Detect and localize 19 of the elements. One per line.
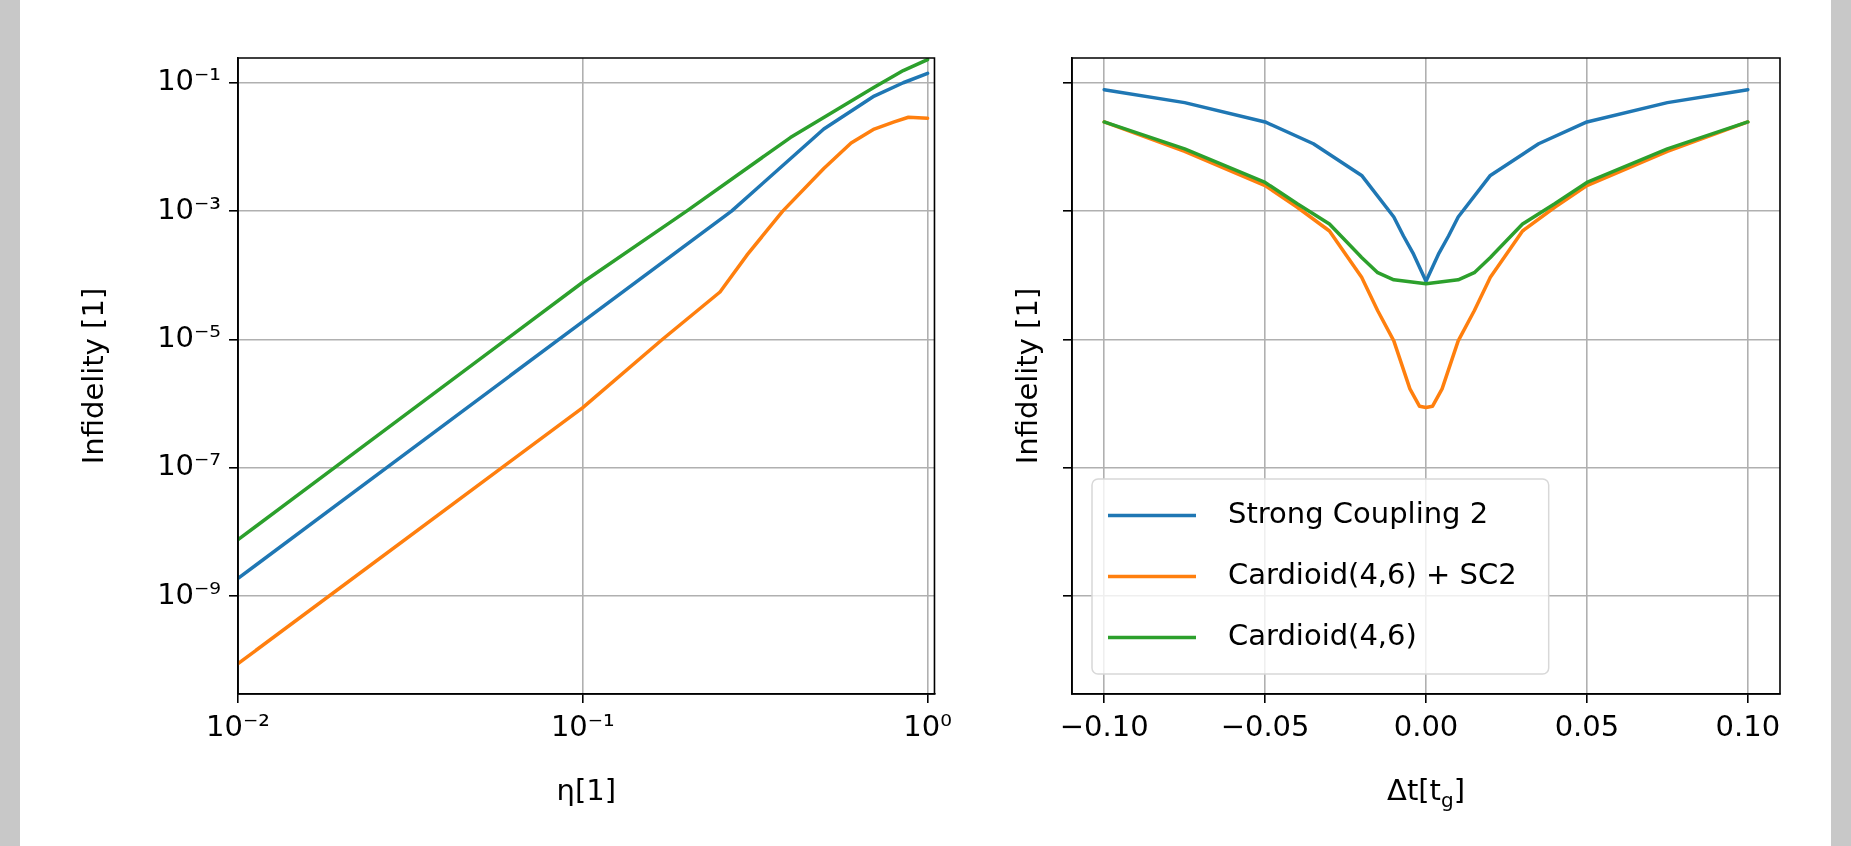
legend-label: Strong Coupling 2 bbox=[1228, 496, 1489, 531]
x-tick-label: 10⁰ bbox=[903, 708, 952, 743]
x-tick-label: 0.05 bbox=[1554, 708, 1620, 743]
x-tick-label: 10⁻² bbox=[206, 708, 270, 743]
x-tick-label: 0.00 bbox=[1393, 708, 1459, 743]
y-tick-label: 10⁻⁷ bbox=[157, 448, 221, 483]
legend-label: Cardioid(4,6) + SC2 bbox=[1228, 557, 1517, 592]
x-tick-label: 0.10 bbox=[1715, 708, 1781, 743]
y-axis-title: Infidelity [1] bbox=[75, 287, 110, 465]
y-tick-label: 10⁻⁹ bbox=[157, 576, 221, 611]
y-tick-label: 10⁻³ bbox=[157, 191, 221, 226]
y-axis-title: Infidelity [1] bbox=[1009, 287, 1044, 465]
y-tick-label: 10⁻¹ bbox=[157, 63, 221, 98]
x-tick-label: 10⁻¹ bbox=[550, 708, 615, 743]
y-tick-label: 10⁻⁵ bbox=[157, 320, 221, 355]
x-tick-label: −0.05 bbox=[1220, 708, 1310, 743]
x-axis-title: η[1] bbox=[556, 773, 616, 807]
legend-label: Cardioid(4,6) bbox=[1228, 618, 1417, 653]
x-tick-label: −0.10 bbox=[1059, 708, 1149, 743]
